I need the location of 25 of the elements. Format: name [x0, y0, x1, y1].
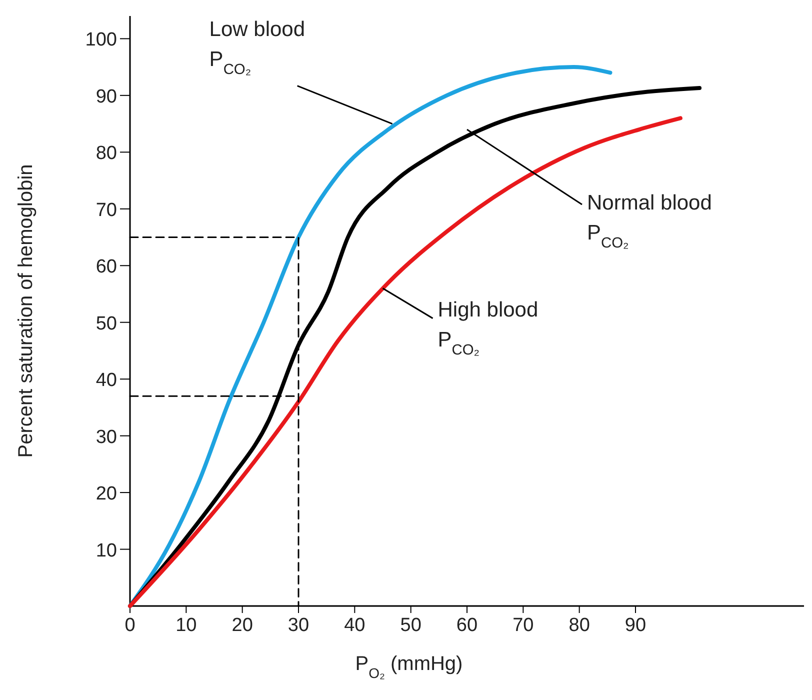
y-tick-label: 20	[96, 484, 117, 505]
x-tick-label: 40	[344, 615, 366, 636]
x-tick-label: 50	[400, 615, 422, 636]
y-tick-label: 80	[96, 143, 117, 164]
y-tick-label: 90	[96, 86, 117, 108]
x-tick-label: 10	[176, 615, 197, 636]
annotation: High blood P$_{CO₂}$	[438, 298, 538, 358]
y-tick-label: 40	[96, 370, 117, 392]
y-tick-label: 10	[96, 540, 117, 562]
x-tick-label: 30	[288, 615, 310, 636]
y-tick-label: 30	[96, 426, 117, 448]
x-tick-label: 0	[124, 615, 136, 636]
y-tick-label: 100	[85, 30, 117, 51]
y-tick-label: 70	[96, 200, 117, 221]
y-tick-label: 50	[96, 313, 117, 334]
x-tick-label: 20	[232, 615, 253, 636]
y-axis-title: Percent saturation of hemoglobin	[15, 164, 37, 458]
x-tick-label: 80	[568, 615, 590, 636]
x-axis-title: P$_{O₂}$ (mmHg)	[355, 653, 463, 681]
x-tick-label: 60	[456, 615, 478, 636]
y-tick-label: 60	[96, 256, 117, 278]
x-tick-label: 70	[512, 615, 534, 636]
x-tick-label: 90	[624, 615, 646, 636]
annotation: Low blood P$_{CO₂}$	[209, 18, 306, 78]
annotation: Normal blood P$_{CO₂}$	[587, 191, 712, 252]
